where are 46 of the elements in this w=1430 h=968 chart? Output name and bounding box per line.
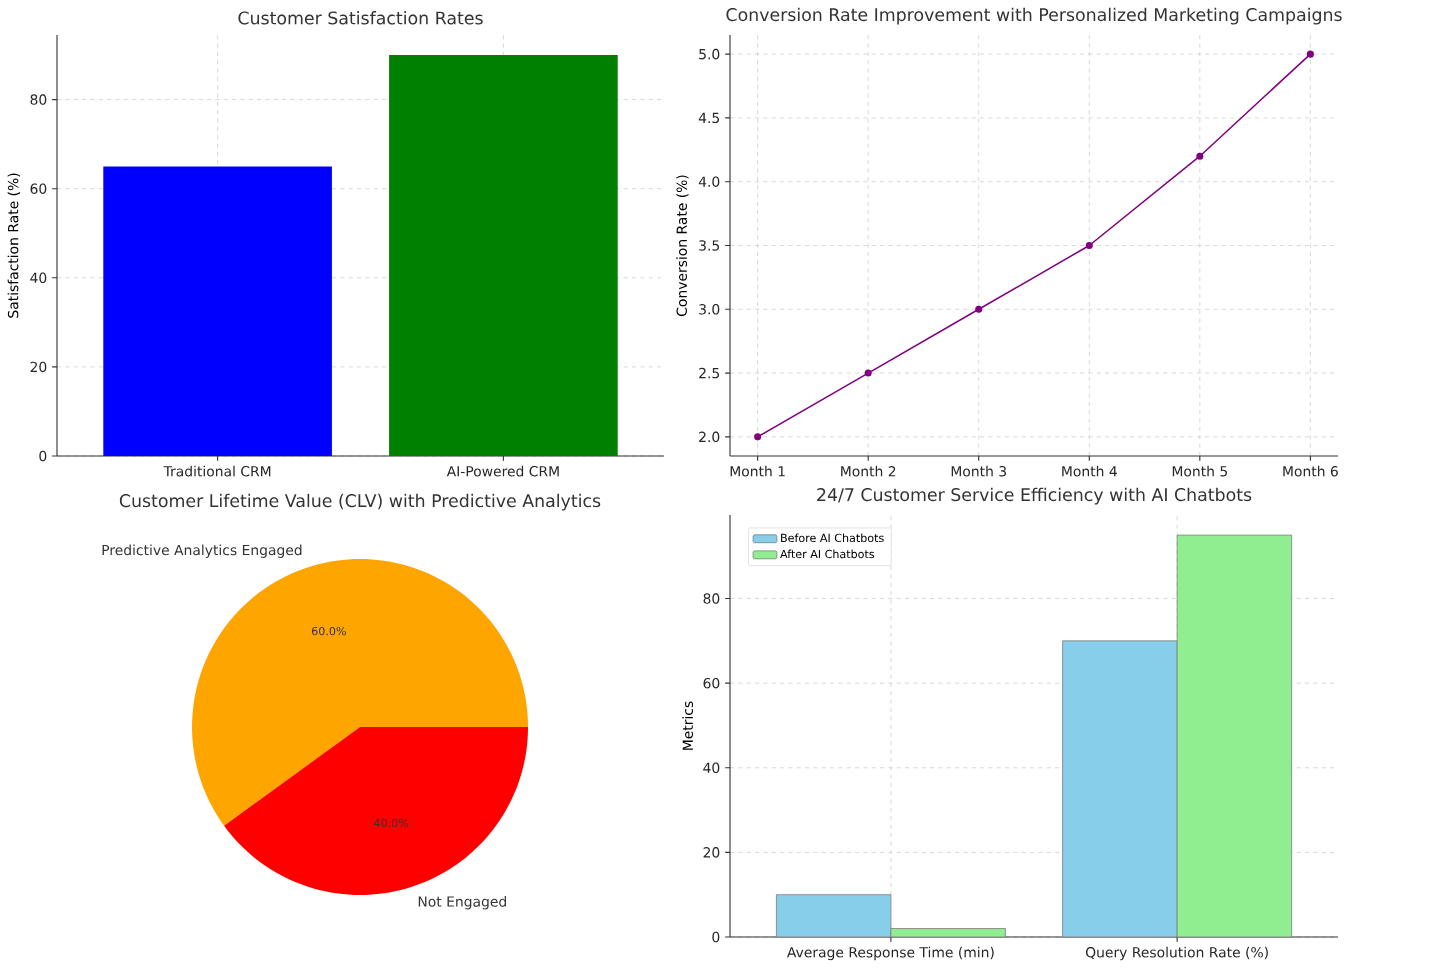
chart-title: Conversion Rate Improvement with Personalized Marketing Campaigns: [726, 7, 1342, 25]
y-tick-label: 2.0: [699, 431, 720, 443]
y-tick-label: 5.0: [699, 48, 720, 60]
y-axis-title: Metrics: [682, 701, 694, 750]
y-tick-label: 40: [30, 272, 47, 284]
x-tick-label: Query Resolution Rate (%): [1085, 946, 1268, 961]
chart-title: 24/7 Customer Service Efficiency with AI Chatbots: [817, 487, 1252, 505]
y-tick-label: 3.0: [699, 304, 720, 315]
y-axis-title: Satisfaction Rate (%): [7, 173, 21, 318]
legend-label: Before AI Chatbots: [781, 533, 884, 543]
data-label: 40.0%: [374, 818, 409, 828]
y-tick-label: 4.5: [698, 112, 720, 124]
data-label: 60.0%: [312, 626, 346, 636]
y-tick-label: 40: [703, 762, 720, 774]
y-tick-label: 4.0: [698, 176, 720, 187]
y-tick-label: 60: [703, 677, 720, 689]
y-tick-label: 20: [703, 847, 720, 858]
y-tick-label: 3.5: [699, 240, 720, 251]
y-tick-label: 0: [712, 931, 720, 943]
legend-label: After AI Chatbots: [780, 549, 875, 559]
chart-title: Customer Lifetime Value (CLV) with Predictive Analytics: [119, 493, 601, 511]
point: [975, 305, 983, 313]
y-axis-title: Conversion Rate (%): [676, 175, 689, 316]
x-tick-label: Average Response Time (min): [786, 946, 994, 961]
y-tick-label: 20: [30, 361, 47, 373]
y-tick-label: 80: [703, 593, 720, 604]
x-tick-label: Month 3: [951, 465, 1007, 477]
point: [864, 369, 872, 377]
slice-label: Not Engaged: [418, 896, 506, 910]
point: [754, 433, 762, 441]
y-tick-label: 0: [39, 450, 47, 462]
x-tick-label: Month 2: [841, 465, 896, 477]
point: [1306, 50, 1314, 58]
y-tick-label: 2.5: [699, 367, 720, 379]
x-tick-label: Month 4: [1062, 465, 1117, 477]
point: [1085, 241, 1093, 250]
x-tick-label: Month 5: [1172, 465, 1227, 477]
slice-label: Predictive Analytics Engaged: [102, 544, 302, 558]
x-tick-label: Traditional CRM: [163, 465, 271, 477]
point: [1196, 152, 1204, 160]
x-tick-label: Month 6: [1283, 465, 1338, 477]
y-tick-label: 80: [30, 94, 47, 105]
x-tick-label: AI-Powered CRM: [446, 465, 559, 477]
x-tick-label: Month 1: [730, 465, 785, 477]
y-tick-label: 60: [30, 183, 47, 194]
chart-title: Customer Satisfaction Rates: [238, 11, 483, 25]
